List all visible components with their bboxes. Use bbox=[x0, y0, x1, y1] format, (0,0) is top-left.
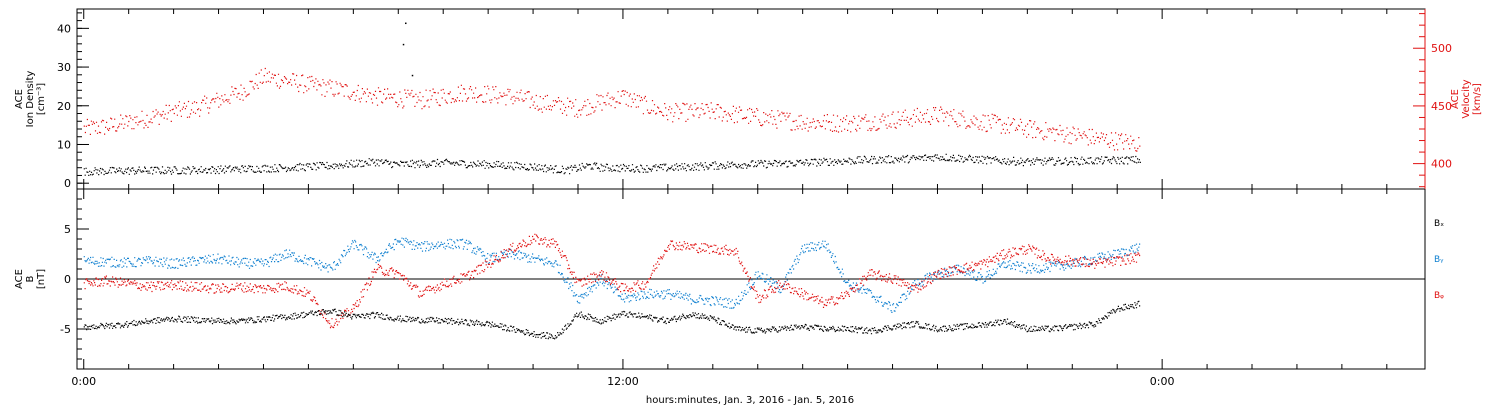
field-legend: Bₓ Bᵧ Bᵩ bbox=[1434, 219, 1444, 301]
bx-series bbox=[83, 300, 1141, 340]
field-axis-tick-label: 0 bbox=[64, 273, 71, 286]
density-axis-title-line: ACE bbox=[14, 89, 25, 109]
velocity-axis-title-line: Velocity bbox=[1461, 79, 1472, 118]
field-axis-title-line: [nT] bbox=[36, 269, 47, 289]
field-axis-tick-label: 5 bbox=[64, 223, 71, 236]
density-axis-tick-label: 30 bbox=[57, 61, 71, 74]
bz-series bbox=[83, 233, 1141, 329]
time-tick-label: 12:00 bbox=[607, 375, 639, 388]
density-axis-tick-label: 40 bbox=[57, 22, 71, 35]
density-series bbox=[83, 153, 1141, 176]
velocity-axis-title-line: ACE bbox=[1450, 89, 1461, 109]
velocity-tick-label: 400 bbox=[1431, 158, 1452, 171]
velocity-tick-label: 500 bbox=[1431, 42, 1452, 55]
legend-entry: Bᵩ bbox=[1434, 291, 1444, 301]
legend-entry: Bₓ bbox=[1434, 219, 1444, 229]
density-spike-point bbox=[402, 43, 405, 46]
field-axis-title-line: B bbox=[25, 275, 36, 282]
density-axis-tick-label: 10 bbox=[57, 138, 71, 151]
x-axis-caption: hours:minutes, Jan. 3, 2016 - Jan. 5, 20… bbox=[645, 395, 855, 406]
top-panel-data bbox=[83, 22, 1141, 176]
time-tick-label: 0:00 bbox=[71, 375, 96, 388]
bottom-panel-axes: -5 0 5 ACEB[nT] bbox=[14, 188, 1425, 370]
field-axis-title: ACEB[nT] bbox=[14, 269, 47, 289]
velocity-axis-title: ACEVelocity[km/s] bbox=[1450, 79, 1483, 118]
velocity-tick-label: 450 bbox=[1431, 100, 1452, 113]
time-axis: 0:00 12:00 0:00 bbox=[71, 9, 1388, 388]
density-spike-point bbox=[411, 74, 414, 77]
bottom-panel-data bbox=[83, 233, 1141, 340]
density-axis-tick-label: 0 bbox=[64, 177, 71, 190]
velocity-axis-title-line: [km/s] bbox=[1472, 83, 1483, 115]
time-tick-label: 0:00 bbox=[1150, 375, 1175, 388]
density-axis-title-line: [cm⁻³] bbox=[36, 83, 47, 115]
legend-entry: Bᵧ bbox=[1434, 255, 1444, 265]
by-series bbox=[83, 237, 1141, 313]
density-axis-title-line: Ion Density bbox=[25, 71, 36, 128]
density-axis-title: ACEIon Density[cm⁻³] bbox=[14, 71, 47, 128]
field-axis-tick-label: -5 bbox=[60, 323, 71, 336]
field-axis-title-line: ACE bbox=[14, 269, 25, 289]
density-axis-tick-label: 20 bbox=[57, 100, 71, 113]
velocity-series bbox=[83, 67, 1141, 152]
density-spike-point bbox=[405, 22, 407, 25]
